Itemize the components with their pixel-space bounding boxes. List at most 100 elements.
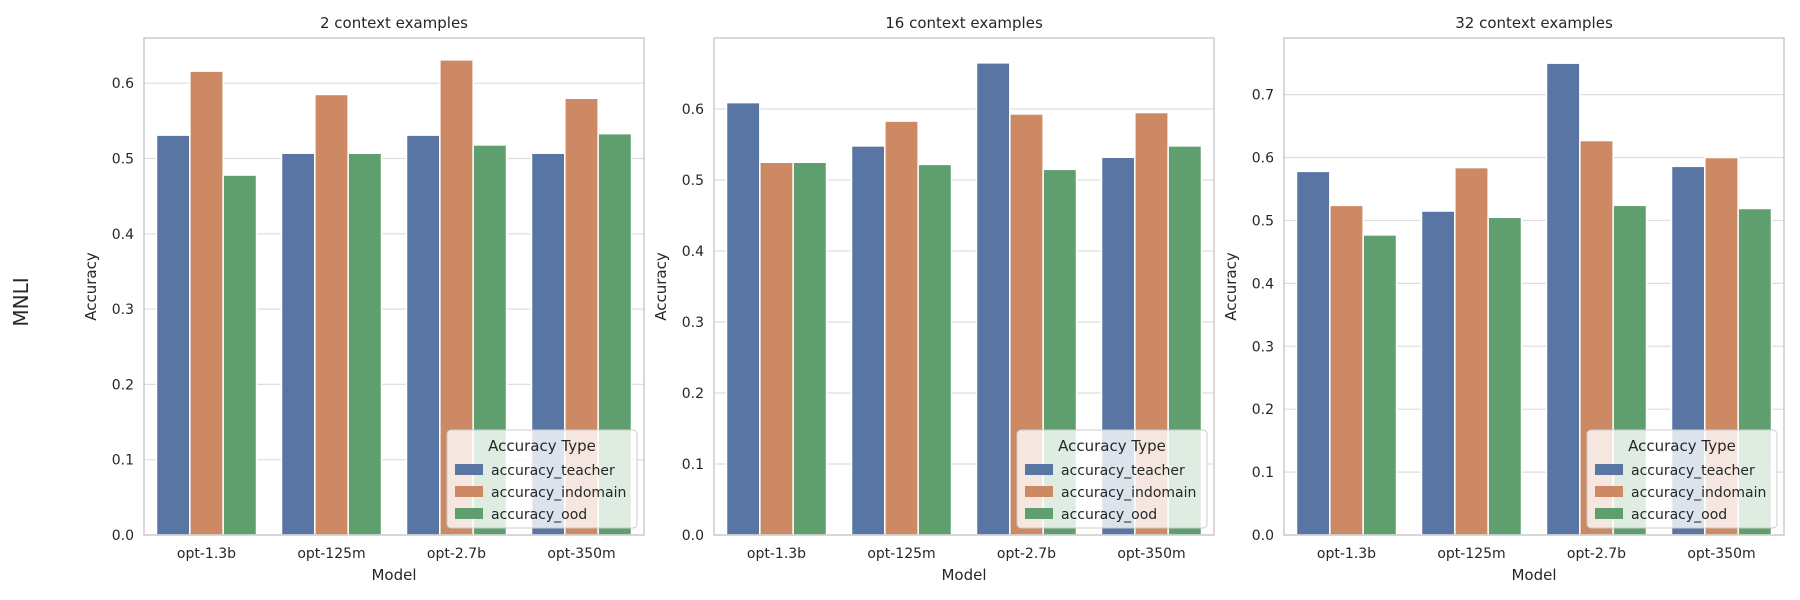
chart-title: 16 context examples bbox=[885, 14, 1043, 32]
x-tick-label: opt-2.7b bbox=[1567, 546, 1626, 562]
y-tick-label: 0.1 bbox=[112, 453, 134, 469]
y-axis-label: Accuracy bbox=[652, 252, 670, 321]
y-tick-label: 0.3 bbox=[1252, 339, 1274, 355]
x-tick-label: opt-1.3b bbox=[747, 546, 806, 562]
bar-accuracy_ood-opt-125m bbox=[1487, 216, 1523, 536]
legend-swatch bbox=[455, 464, 483, 475]
legend-swatch bbox=[1595, 486, 1623, 497]
bar-accuracy_teacher-opt-125m bbox=[1420, 210, 1456, 536]
x-tick-label: opt-2.7b bbox=[427, 546, 486, 562]
y-tick-label: 0.2 bbox=[1252, 402, 1274, 418]
bar-accuracy_teacher-opt-2.7b bbox=[405, 134, 441, 536]
x-tick-label: opt-125m bbox=[1437, 546, 1505, 562]
chart-panels: 0.0 0.1 0.2 0.3 0.4 0.5 0.6 opt-1.3b opt-125m opt… bbox=[82, 14, 1785, 584]
bar-accuracy_indomain-opt-125m bbox=[1454, 166, 1489, 536]
x-tick-label: opt-125m bbox=[297, 546, 365, 562]
y-axis-label: Accuracy bbox=[1222, 252, 1240, 321]
chart-panel-1: 0.0 0.1 0.2 0.3 0.4 0.5 0.6 opt-1.3b opt-125m opt… bbox=[82, 14, 645, 584]
legend-label: accuracy_indomain bbox=[1061, 485, 1196, 501]
bar-accuracy_ood-opt-1.3b bbox=[1362, 234, 1398, 536]
legend-label: accuracy_ood bbox=[491, 507, 587, 523]
bar-accuracy_teacher-opt-2.7b bbox=[975, 62, 1011, 536]
legend-swatch bbox=[455, 508, 483, 519]
bar-accuracy_indomain-opt-1.3b bbox=[759, 161, 794, 536]
y-axis-label: Accuracy bbox=[82, 252, 100, 321]
x-axis-label: Model bbox=[371, 566, 416, 584]
legend-label: accuracy_teacher bbox=[491, 463, 615, 479]
x-tick-label: opt-125m bbox=[867, 546, 935, 562]
y-tick-label: 0.0 bbox=[682, 528, 704, 544]
y-tick-label: 0.1 bbox=[1252, 465, 1274, 481]
y-tick-label: 0.3 bbox=[112, 302, 134, 318]
legend-label: accuracy_teacher bbox=[1631, 463, 1755, 479]
chart-title: 32 context examples bbox=[1455, 14, 1613, 32]
y-tick-label: 0.7 bbox=[1252, 88, 1274, 104]
legend-swatch bbox=[1025, 486, 1053, 497]
y-tick-label: 0.0 bbox=[1252, 528, 1274, 544]
legend-swatch bbox=[1025, 464, 1053, 475]
x-tick-label: opt-350m bbox=[1117, 546, 1185, 562]
legend-swatch bbox=[455, 486, 483, 497]
y-tick-label: 0.5 bbox=[1252, 213, 1274, 229]
legend-label: accuracy_indomain bbox=[491, 485, 626, 501]
legend-box bbox=[1586, 429, 1778, 529]
legend-box bbox=[1016, 429, 1208, 529]
bar-accuracy_teacher-opt-125m bbox=[850, 145, 886, 536]
y-tick-label: 0.2 bbox=[112, 377, 134, 393]
y-tick-label: 0.0 bbox=[112, 528, 134, 544]
bar-accuracy_ood-opt-1.3b bbox=[792, 161, 828, 536]
legend-swatch bbox=[1595, 508, 1623, 519]
x-tick-label: opt-350m bbox=[547, 546, 615, 562]
bar-accuracy_indomain-opt-1.3b bbox=[1329, 204, 1364, 536]
bar-accuracy_teacher-opt-2.7b bbox=[1545, 62, 1581, 536]
x-tick-label: opt-1.3b bbox=[1317, 546, 1376, 562]
bar-accuracy_ood-opt-1.3b bbox=[222, 174, 258, 536]
legend: Accuracy Type accuracy_teacher accuracy_in… bbox=[446, 429, 638, 529]
legend: Accuracy Type accuracy_teacher accuracy_in… bbox=[1016, 429, 1208, 529]
y-tick-label: 0.6 bbox=[1252, 151, 1274, 167]
bar-accuracy_teacher-opt-1.3b bbox=[1295, 170, 1331, 536]
y-tick-label: 0.6 bbox=[682, 102, 704, 118]
legend-title: Accuracy Type bbox=[1628, 437, 1736, 455]
bar-accuracy_teacher-opt-1.3b bbox=[155, 134, 191, 536]
y-tick-label: 0.6 bbox=[112, 76, 134, 92]
y-tick-label: 0.1 bbox=[682, 457, 704, 473]
x-tick-label: opt-350m bbox=[1687, 546, 1755, 562]
y-tick-label: 0.5 bbox=[112, 151, 134, 167]
legend-label: accuracy_ood bbox=[1061, 507, 1157, 523]
plot-frame bbox=[1283, 37, 1785, 536]
legend-box bbox=[446, 429, 638, 529]
plot-frame bbox=[713, 37, 1215, 536]
x-tick-label: opt-2.7b bbox=[997, 546, 1056, 562]
y-tick-label: 0.3 bbox=[682, 315, 704, 331]
y-tick-label: 0.4 bbox=[682, 244, 704, 260]
legend-label: accuracy_teacher bbox=[1061, 463, 1185, 479]
bar-accuracy_indomain-opt-125m bbox=[884, 120, 919, 536]
legend-label: accuracy_indomain bbox=[1631, 485, 1766, 501]
plot-frame bbox=[143, 37, 645, 536]
y-tick-label: 0.4 bbox=[1252, 276, 1274, 292]
bar-accuracy_teacher-opt-1.3b bbox=[725, 101, 761, 536]
y-tick-label: 0.2 bbox=[682, 386, 704, 402]
bar-accuracy_ood-opt-125m bbox=[347, 152, 383, 536]
legend-label: accuracy_ood bbox=[1631, 507, 1727, 523]
chart-title: 2 context examples bbox=[320, 14, 468, 32]
chart-panel-3: 0.0 0.1 0.2 0.3 0.4 0.5 0.6 0.7 opt-1.3b opt-125m… bbox=[1222, 14, 1785, 584]
legend-title: Accuracy Type bbox=[1058, 437, 1166, 455]
bar-accuracy_indomain-opt-125m bbox=[314, 93, 349, 536]
y-tick-label: 0.4 bbox=[112, 227, 134, 243]
legend-swatch bbox=[1595, 464, 1623, 475]
x-axis-label: Model bbox=[1511, 566, 1556, 584]
y-tick-label: 0.5 bbox=[682, 173, 704, 189]
bar-accuracy_ood-opt-125m bbox=[917, 163, 953, 536]
x-tick-label: opt-1.3b bbox=[177, 546, 236, 562]
bar-accuracy_teacher-opt-125m bbox=[280, 152, 316, 536]
legend-title: Accuracy Type bbox=[488, 437, 596, 455]
x-axis-label: Model bbox=[941, 566, 986, 584]
legend: Accuracy Type accuracy_teacher accuracy_in… bbox=[1586, 429, 1778, 529]
bar-accuracy_indomain-opt-1.3b bbox=[189, 70, 224, 536]
chart-panel-2: 0.0 0.1 0.2 0.3 0.4 0.5 0.6 opt-1.3b opt-125m opt… bbox=[652, 14, 1215, 584]
row-label: MNLI bbox=[9, 277, 33, 326]
legend-swatch bbox=[1025, 508, 1053, 519]
